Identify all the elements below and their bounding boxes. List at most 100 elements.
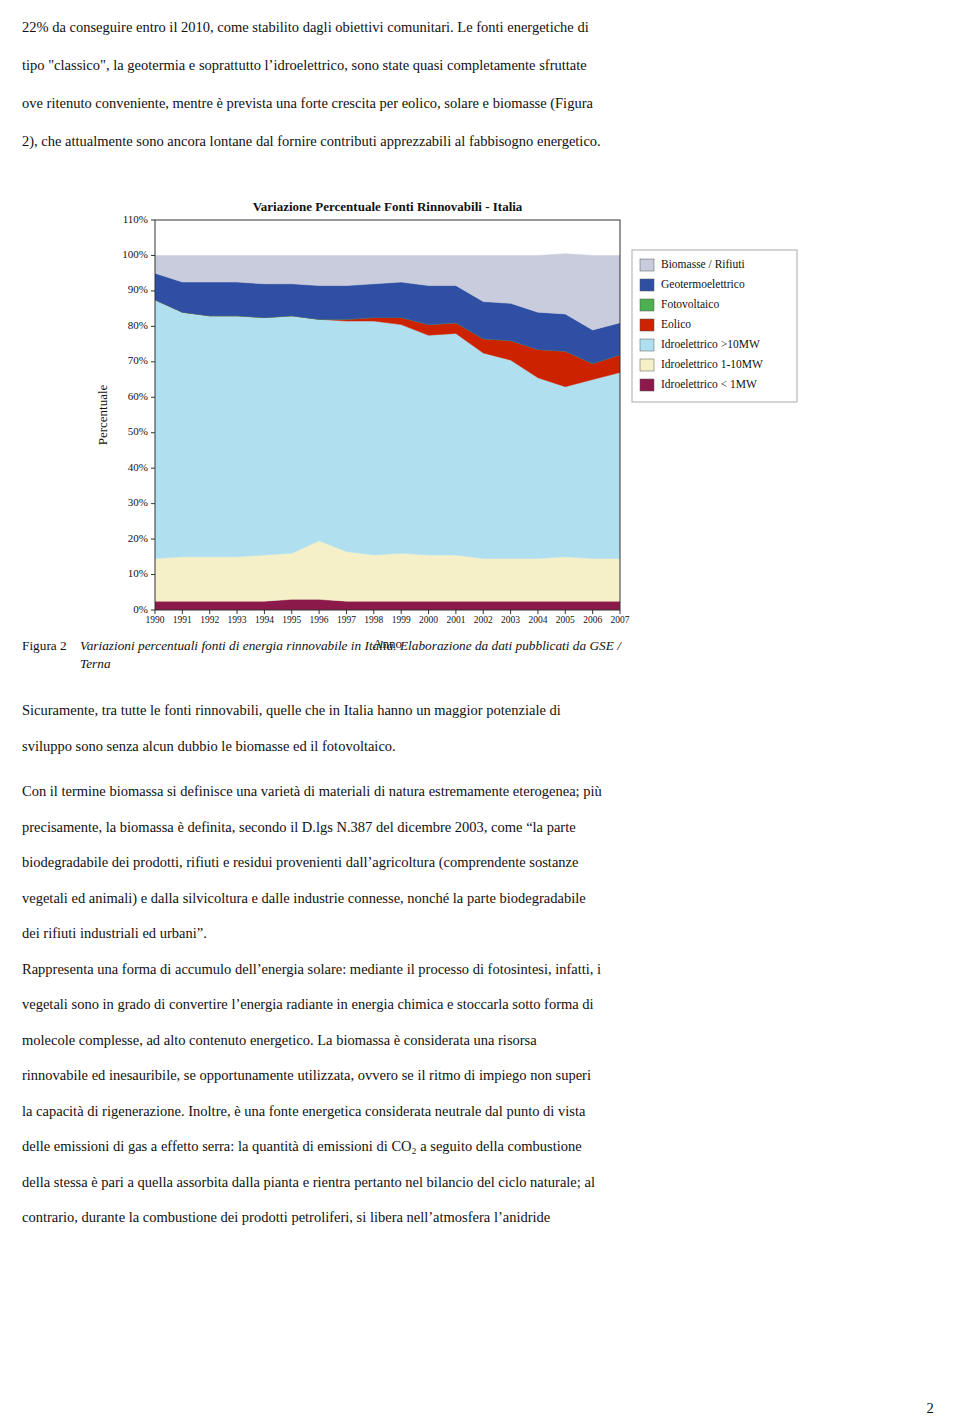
legend-label: Biomasse / Rifiuti (661, 258, 745, 270)
body-text: molecole complesse, ad alto contenuto en… (22, 1032, 537, 1048)
x-tick (401, 610, 402, 614)
y-tick-label: 90% (128, 283, 148, 295)
y-tick-label: 0% (133, 603, 148, 615)
y-tick-label: 10% (128, 567, 148, 579)
y-tick-label: 30% (128, 496, 148, 508)
x-tick-label: 1991 (173, 615, 192, 625)
x-tick-label: 1998 (364, 615, 383, 625)
legend-label: Idroelettrico < 1MW (661, 378, 757, 390)
y-tick (151, 326, 155, 327)
x-tick (483, 610, 484, 614)
x-tick-label: 2005 (556, 615, 575, 625)
y-tick-label: 70% (128, 354, 148, 366)
body-text: della stessa è pari a quella assorbita d… (22, 1174, 595, 1190)
body-text: rinnovabile ed inesauribile, se opportun… (22, 1067, 591, 1083)
x-tick-label: 1999 (392, 615, 411, 625)
x-tick-label: 2007 (611, 615, 630, 625)
x-tick-label: 1995 (282, 615, 301, 625)
legend-swatch (640, 279, 654, 291)
x-tick (428, 610, 429, 614)
legend-swatch (640, 259, 654, 271)
y-tick (151, 361, 155, 362)
x-tick-label: 1990 (146, 615, 165, 625)
body-text: vegetali sono in grado di convertire l’e… (22, 996, 594, 1012)
body-text: Sicuramente, tra tutte le fonti rinnovab… (22, 702, 561, 718)
body-text: sviluppo sono senza alcun dubbio le biom… (22, 738, 396, 754)
body-text: dei rifiuti industriali ed urbani”. (22, 925, 207, 941)
x-tick (537, 610, 538, 614)
x-tick (264, 610, 265, 614)
body-text: 2), che attualmente sono ancora lontane … (22, 133, 601, 150)
legend-swatch (640, 299, 654, 311)
y-tick-label: 50% (128, 425, 148, 437)
y-tick (151, 610, 155, 611)
x-tick (155, 610, 156, 614)
plot-frame (155, 220, 620, 610)
body-text: delle emissioni di gas a effetto serra: … (22, 1138, 582, 1154)
body-text: tipo "classico", la geotermia e soprattu… (22, 57, 587, 73)
x-tick-label: 1993 (228, 615, 247, 625)
x-tick (291, 610, 292, 614)
area (155, 254, 620, 330)
x-tick (592, 610, 593, 614)
y-tick-label: 100% (122, 248, 148, 260)
caption-text: Variazioni percentuali fonti di energia … (80, 638, 622, 653)
y-tick-label: 40% (128, 461, 148, 473)
body-text: biodegradabile dei prodotti, rifiuti e r… (22, 854, 578, 871)
legend-swatch (640, 339, 654, 351)
legend-swatch (640, 359, 654, 371)
page-number: 2 (926, 1400, 933, 1416)
body-text: Con il termine biomassa si definisce una… (22, 783, 602, 799)
legend-label: Eolico (661, 318, 691, 330)
y-tick-label: 80% (128, 319, 148, 331)
x-tick (455, 610, 456, 614)
y-tick (151, 468, 155, 469)
legend-label: Geotermoelettrico (661, 278, 745, 290)
x-tick-label: 2003 (501, 615, 520, 625)
legend: Biomasse / Rifiuti Geotermoelettrico Fotov… (632, 250, 797, 402)
x-tick (237, 610, 238, 614)
y-tick (151, 503, 155, 504)
y-tick (151, 255, 155, 256)
y-tick (151, 574, 155, 575)
legend-frame (632, 250, 797, 402)
x-tick (346, 610, 347, 614)
x-tick-label: 1996 (310, 615, 329, 625)
x-tick (319, 610, 320, 614)
x-tick (373, 610, 374, 614)
areas (155, 254, 620, 610)
x-tick-label: 2001 (446, 615, 465, 625)
caption-label: Figura 2 (22, 638, 67, 653)
legend-label: Idroelettrico >10MW (661, 338, 760, 350)
x-tick (209, 610, 210, 614)
x-tick (565, 610, 566, 614)
x-tick-label: 2000 (419, 615, 438, 625)
chart: 0%10%20%30%40%50%60%70%80%90%100%110%199… (95, 199, 797, 651)
body-text: 22% da conseguire entro il 2010, come st… (22, 19, 589, 35)
y-tick (151, 290, 155, 291)
y-tick (151, 539, 155, 540)
x-tick (620, 610, 621, 614)
chart-title: Variazione Percentuale Fonti Rinnovabili… (253, 199, 523, 214)
body-text: vegetali ed animali) e dalla silvicoltur… (22, 890, 586, 907)
y-tick (151, 397, 155, 398)
x-tick-label: 1992 (200, 615, 219, 625)
body-text: ove ritenuto conveniente, mentre è previ… (22, 95, 593, 112)
x-tick-label: 2006 (583, 615, 602, 625)
x-tick-label: 2004 (528, 615, 547, 625)
body-text: Rappresenta una forma di accumulo dell’e… (22, 961, 601, 977)
caption-text: Terna (80, 656, 111, 671)
x-tick-label: 2002 (474, 615, 493, 625)
y-tick (151, 220, 155, 221)
body-text: precisamente, la biomassa è definita, se… (22, 819, 576, 835)
x-tick-label: 1994 (255, 615, 274, 625)
plot-background (155, 220, 620, 610)
y-tick (151, 432, 155, 433)
y-axis-label: Percentuale (95, 384, 110, 445)
y-tick-label: 110% (123, 213, 148, 225)
x-tick-label: 1997 (337, 615, 356, 625)
legend-swatch (640, 319, 654, 331)
x-tick (182, 610, 183, 614)
page: 22% da conseguire entro il 2010, come st… (0, 0, 960, 1425)
legend-label: Fotovoltaico (661, 298, 719, 310)
